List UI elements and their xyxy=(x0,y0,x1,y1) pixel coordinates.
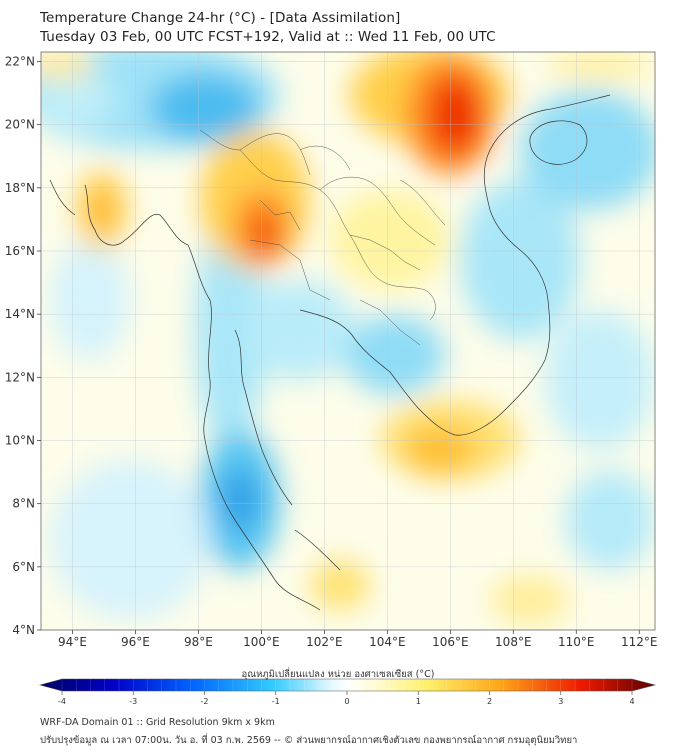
x-tick-label: 112°E xyxy=(621,635,658,649)
colorbar-tick-label: 4 xyxy=(629,697,634,706)
y-tick-label: 16°N xyxy=(5,244,35,258)
y-tick-label: 18°N xyxy=(5,181,35,195)
map-title: Temperature Change 24-hr (°C) - [Data As… xyxy=(40,10,401,26)
map-subtitle: Tuesday 03 Feb, 00 UTC FCST+192, Valid a… xyxy=(40,29,496,45)
colorbar-tick-label: 1 xyxy=(416,697,421,706)
longitude-ticks: 94°E 96°E 98°E 100°E 102°E 104°E 106°E 108°E 110… xyxy=(58,630,658,649)
colorbar-tick-label: -2 xyxy=(201,697,209,706)
field-blobs xyxy=(41,52,655,625)
y-tick-label: 10°N xyxy=(5,433,35,447)
colorbar-tick-label: 2 xyxy=(487,697,492,706)
footer-update-info: ปรับปรุงข้อมูล ณ เวลา 07:00น. วัน อ. ที่… xyxy=(40,735,578,746)
plot-frame xyxy=(40,51,656,631)
x-tick-label: 98°E xyxy=(184,635,213,649)
colorbar-tick-label: 3 xyxy=(558,697,563,706)
y-tick-label: 22°N xyxy=(5,54,35,68)
x-tick-label: 100°E xyxy=(243,635,280,649)
y-tick-label: 20°N xyxy=(5,118,35,132)
x-tick-label: 96°E xyxy=(121,635,150,649)
colorbar-label: อุณหภูมิเปลี่ยนแปลง หน่วย องศาเซลเซียส (… xyxy=(241,669,435,680)
x-tick-label: 106°E xyxy=(432,635,469,649)
footer-domain-info: WRF-DA Domain 01 :: Grid Resolution 9km … xyxy=(40,717,275,728)
y-tick-label: 8°N xyxy=(12,497,35,511)
colorbar-ticks: -4 -3 -2 -1 0 1 2 3 4 xyxy=(58,679,635,706)
y-tick-label: 4°N xyxy=(12,623,35,637)
x-tick-label: 110°E xyxy=(558,635,595,649)
coastlines xyxy=(49,94,611,611)
x-tick-label: 94°E xyxy=(58,635,87,649)
colorbar: -4 -3 -2 -1 0 1 2 3 4 xyxy=(38,678,657,706)
colorbar-tick-label: 0 xyxy=(344,697,349,706)
y-tick-label: 12°N xyxy=(5,370,35,384)
x-tick-label: 102°E xyxy=(306,635,343,649)
colorbar-tick-label: -4 xyxy=(58,697,66,706)
colorbar-tick-label: -3 xyxy=(129,697,137,706)
graticule xyxy=(41,52,655,630)
x-tick-label: 104°E xyxy=(369,635,406,649)
map-field xyxy=(41,52,655,630)
colorbar-tick-label: -1 xyxy=(272,697,280,706)
y-tick-label: 14°N xyxy=(5,307,35,321)
admin-borders xyxy=(199,129,446,346)
latitude-ticks: 22°N 20°N 18°N 16°N 14°N 12°N 10°N 8°N 6°N 4°N xyxy=(5,54,41,637)
y-tick-label: 6°N xyxy=(12,560,35,574)
x-tick-label: 108°E xyxy=(495,635,532,649)
